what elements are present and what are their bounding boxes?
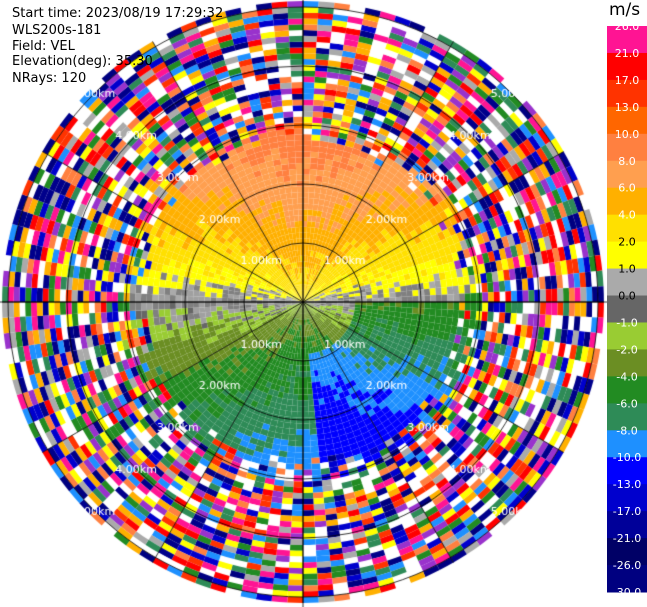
- colorbar-tick-label: 8.0: [618, 155, 636, 168]
- colorbar-segment: [607, 295, 647, 323]
- colorbar-segment: [607, 241, 647, 270]
- colorbar-tick-label: 1.0: [618, 263, 636, 276]
- colorbar-segment: [607, 133, 647, 162]
- colorbar-tick-label: 4.0: [618, 209, 636, 222]
- colorbar-tick-label: 10.0: [615, 128, 640, 141]
- colorbar-segment: [607, 160, 647, 189]
- colorbar-tick-label: 17.0: [615, 74, 640, 87]
- colorbar-tick-label: -30.0: [613, 586, 641, 598]
- colorbar-tick-label: -1.0: [616, 316, 637, 329]
- colorbar-tick-label: -13.0: [613, 478, 641, 491]
- colorbar-tick-label: 0.0: [618, 290, 636, 303]
- colorbar: 26.0 21.0 17.0 13.0 10.0 8.0 6.0 4.0 2.0 1.0 0.0 -1…: [607, 26, 647, 598]
- colorbar-tick-label: -4.0: [616, 370, 637, 383]
- colorbar-segment: [607, 511, 647, 539]
- colorbar-segment: [607, 268, 647, 297]
- field-label: Field: VEL: [12, 39, 75, 54]
- colorbar-segment: [607, 26, 647, 54]
- colorbar-unit: m/s: [609, 0, 641, 20]
- colorbar-tick-label: -8.0: [616, 424, 637, 437]
- colorbar-segment: [607, 484, 647, 512]
- colorbar-segment: [607, 322, 647, 350]
- colorbar-tick-label: -10.0: [613, 451, 641, 464]
- colorbar-segment: [607, 214, 647, 243]
- colorbar-tick-label: 13.0: [615, 101, 640, 114]
- colorbar-tick-label: 21.0: [615, 47, 640, 60]
- instrument-label: WLS200s-181: [12, 23, 102, 38]
- colorbar-segment: [607, 349, 647, 377]
- colorbar-tick-label: 2.0: [618, 236, 636, 249]
- colorbar-tick-label: -6.0: [616, 397, 637, 410]
- colorbar-segment: [607, 565, 647, 593]
- colorbar-segment: [607, 538, 647, 566]
- colorbar-tick-label: -2.0: [616, 343, 637, 356]
- start-time-label: Start time: 2023/08/19 17:29:32: [12, 6, 224, 21]
- colorbar-segment: [607, 79, 647, 108]
- colorbar-segment: [607, 457, 647, 485]
- colorbar-tick-label: -17.0: [613, 505, 641, 518]
- ppi-velocity-plot: [0, 0, 607, 607]
- colorbar-tick-label: 6.0: [618, 182, 636, 195]
- colorbar-segment: [607, 106, 647, 135]
- colorbar-tick-label: -21.0: [613, 532, 641, 545]
- colorbar-segment: [607, 376, 647, 404]
- colorbar-segment: [607, 403, 647, 431]
- colorbar-tick-label: 26.0: [615, 26, 640, 33]
- elevation-label: Elevation(deg): 35.30: [12, 54, 153, 69]
- nrays-label: NRays: 120: [12, 71, 87, 86]
- colorbar-segment: [607, 187, 647, 216]
- colorbar-tick-label: -26.0: [613, 559, 641, 572]
- colorbar-segment: [607, 430, 647, 458]
- colorbar-segment: [607, 52, 647, 81]
